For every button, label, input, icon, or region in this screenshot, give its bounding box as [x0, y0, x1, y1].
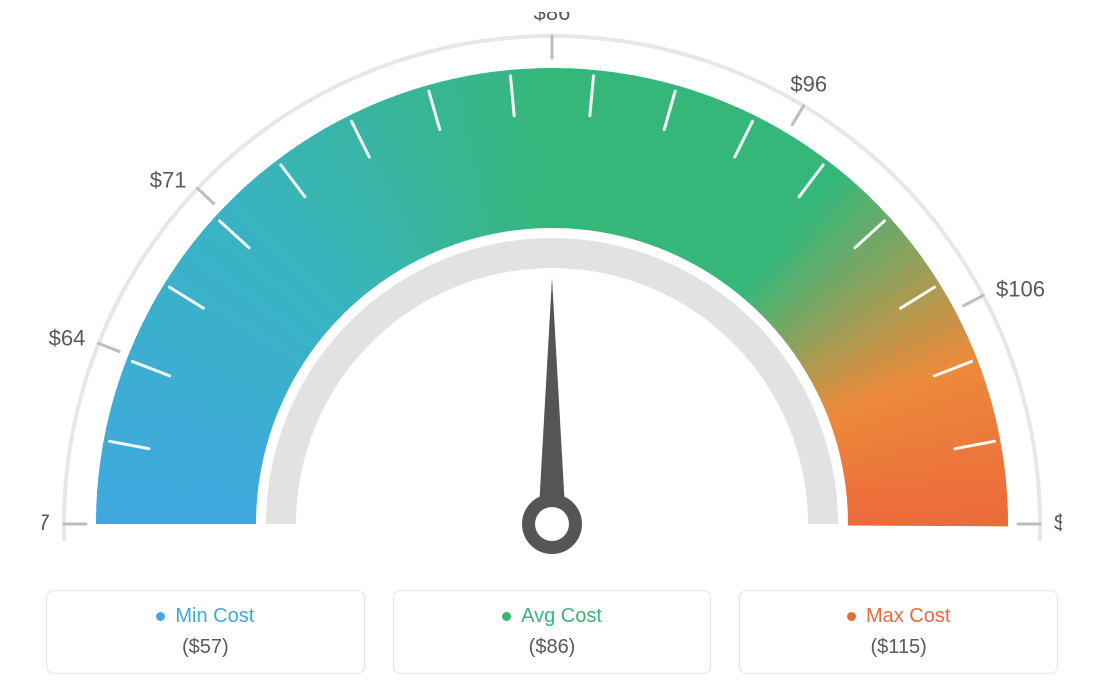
- legend-max-label: Max Cost: [866, 605, 950, 628]
- svg-text:$57: $57: [42, 510, 50, 535]
- legend-min-dot: [156, 612, 165, 621]
- legend-min-title: Min Cost: [156, 605, 254, 628]
- legend-row: Min Cost ($57) Avg Cost ($86) Max Cost (…: [46, 590, 1058, 674]
- legend-max-value: ($115): [740, 636, 1057, 659]
- svg-text:$96: $96: [790, 71, 827, 96]
- legend-min-value: ($57): [47, 636, 364, 659]
- legend-avg-dot: [502, 612, 511, 621]
- svg-text:$86: $86: [534, 12, 571, 25]
- svg-text:$106: $106: [996, 277, 1045, 302]
- svg-text:$71: $71: [150, 168, 187, 193]
- legend-avg-card: Avg Cost ($86): [393, 590, 712, 674]
- gauge-svg: $57 $64 $71 $86 $96 $106 $115: [42, 12, 1062, 572]
- legend-min-label: Min Cost: [175, 605, 254, 628]
- legend-avg-label: Avg Cost: [521, 605, 602, 628]
- legend-max-dot: [847, 612, 856, 621]
- svg-text:$115: $115: [1054, 510, 1062, 535]
- cost-gauge-chart: $57 $64 $71 $86 $96 $106 $115: [42, 12, 1062, 572]
- legend-avg-value: ($86): [394, 636, 711, 659]
- legend-min-card: Min Cost ($57): [46, 590, 365, 674]
- legend-max-card: Max Cost ($115): [739, 590, 1058, 674]
- legend-max-title: Max Cost: [847, 605, 950, 628]
- legend-avg-title: Avg Cost: [502, 605, 602, 628]
- svg-text:$64: $64: [49, 326, 86, 351]
